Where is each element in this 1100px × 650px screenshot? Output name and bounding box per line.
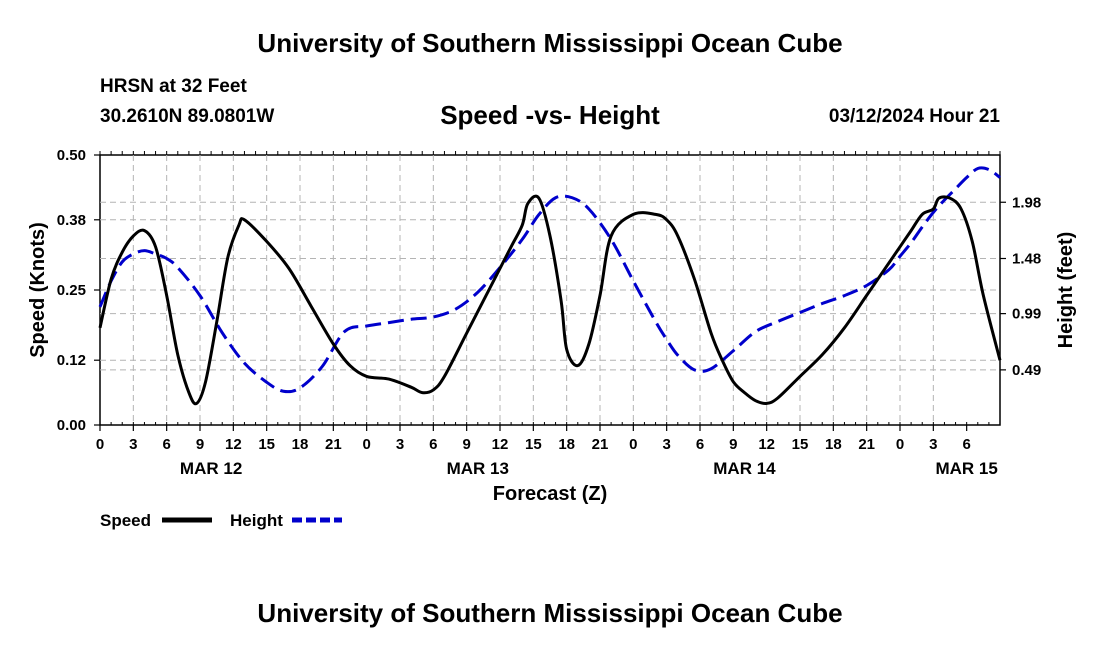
date-label: MAR 15 — [935, 459, 997, 478]
x-tick-label: 6 — [162, 436, 170, 453]
x-tick-label: 15 — [258, 436, 275, 453]
legend-speed-label: Speed — [100, 511, 151, 530]
y-right-tick-label: 0.49 — [1012, 362, 1041, 379]
x-tick-label: 18 — [825, 436, 842, 453]
y-left-tick-label: 0.38 — [57, 212, 86, 229]
x-tick-label: 3 — [396, 436, 404, 453]
legend-height-label: Height — [230, 511, 283, 530]
series-layer — [98, 166, 1002, 406]
station-label: HRSN at 32 Feet — [100, 76, 247, 97]
x-tick-label: 18 — [558, 436, 575, 453]
x-tick-label: 6 — [429, 436, 437, 453]
y-left-tick-label: 0.00 — [57, 417, 86, 434]
x-tick-label: 9 — [462, 436, 470, 453]
chart-main-title: University of Southern Mississippi Ocean… — [257, 28, 843, 58]
axis-labels: 0 3 6 9 12 15 18 21 0 3 6 9 12 15 18 21 0 3 6 9 12 15 18 21 0 3 6 0… — [57, 147, 1041, 478]
x-tick-label: 0 — [96, 436, 104, 453]
axis-ticks — [94, 151, 1006, 431]
date-label: MAR 12 — [180, 459, 242, 478]
x-tick-label: 9 — [729, 436, 737, 453]
y-axis-title-left: Speed (Knots) — [27, 222, 49, 358]
y-left-tick-label: 0.25 — [57, 282, 86, 299]
x-tick-label: 12 — [225, 436, 242, 453]
x-tick-label: 12 — [758, 436, 775, 453]
x-tick-label: 0 — [629, 436, 637, 453]
grid-lines — [100, 155, 1000, 425]
x-tick-label: 6 — [696, 436, 704, 453]
x-tick-label: 18 — [292, 436, 309, 453]
x-tick-label: 3 — [129, 436, 137, 453]
footer-title: University of Southern Mississippi Ocean… — [257, 598, 843, 628]
x-tick-label: 15 — [525, 436, 542, 453]
x-tick-label: 21 — [858, 436, 875, 453]
x-axis-title: Forecast (Z) — [493, 483, 607, 505]
x-tick-label: 9 — [196, 436, 204, 453]
x-tick-label: 0 — [896, 436, 904, 453]
x-tick-label: 15 — [792, 436, 809, 453]
date-label: MAR 13 — [447, 459, 509, 478]
y-right-tick-label: 1.48 — [1012, 251, 1041, 268]
forecast-datetime: 03/12/2024 Hour 21 — [828, 106, 1000, 127]
chart-subtitle: Speed -vs- Height — [440, 100, 660, 130]
x-tick-label: 3 — [929, 436, 937, 453]
y-left-tick-label: 0.50 — [57, 147, 86, 164]
date-label: MAR 14 — [713, 459, 776, 478]
y-right-tick-label: 0.99 — [1012, 306, 1041, 323]
y-axis-title-right: Height (feet) — [1055, 232, 1077, 349]
series-line-speed — [98, 194, 1002, 406]
x-tick-label: 6 — [962, 436, 970, 453]
x-tick-label: 0 — [362, 436, 370, 453]
legend: Speed Height — [100, 511, 342, 530]
x-tick-label: 21 — [592, 436, 609, 453]
coordinates-label: 30.2610N 89.0801W — [100, 106, 275, 127]
x-tick-label: 3 — [662, 436, 670, 453]
x-tick-label: 12 — [492, 436, 509, 453]
y-left-tick-label: 0.12 — [57, 352, 86, 369]
y-right-tick-label: 1.98 — [1012, 194, 1041, 211]
x-tick-label: 21 — [325, 436, 342, 453]
series-line-height — [98, 166, 1001, 394]
